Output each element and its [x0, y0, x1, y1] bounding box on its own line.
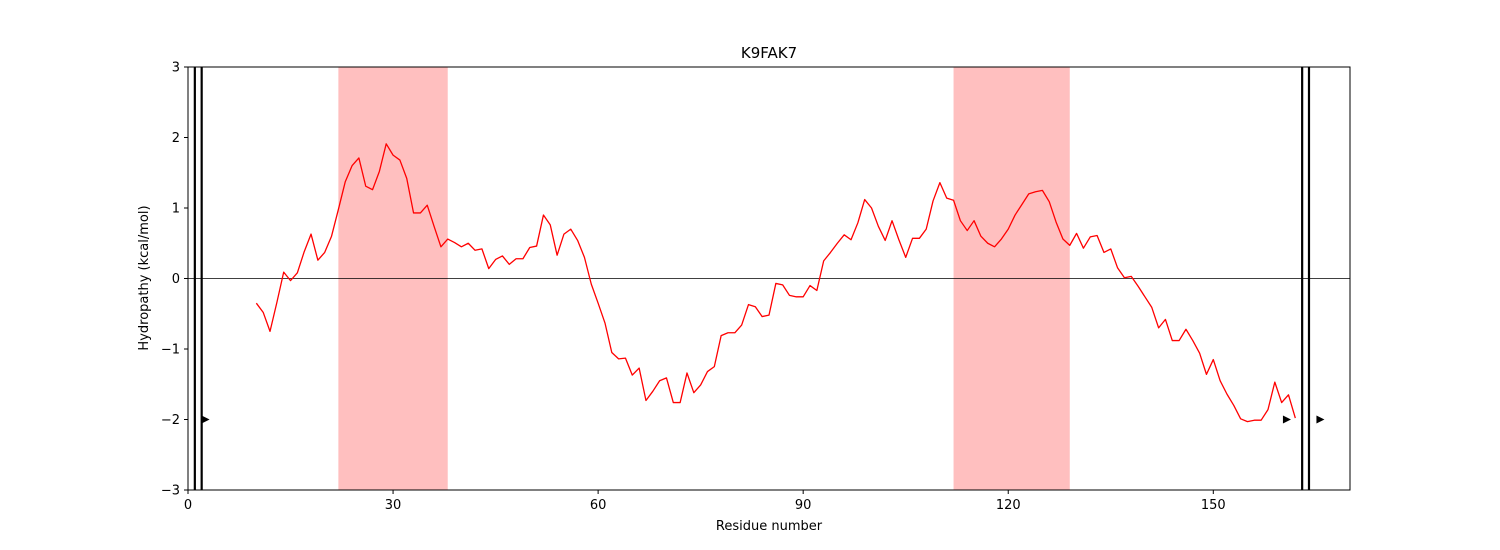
x-tick-label: 120	[996, 498, 1021, 513]
hydropathy-line	[255, 143, 1296, 423]
y-tick-label: 0	[172, 272, 180, 287]
marker-3	[1316, 415, 1325, 424]
x-tick-label: 90	[795, 498, 812, 513]
x-tick-label: 150	[1201, 498, 1226, 513]
y-tick-label: −2	[161, 413, 180, 428]
x-axis-ticks: 0 30 60 90 120 150	[184, 490, 1226, 513]
y-tick-label: 1	[172, 202, 180, 217]
x-tick-label: 30	[385, 498, 402, 513]
y-axis-ticks: −3 −2 −1 0 1 2 3	[161, 61, 188, 499]
y-axis-label: Hydropathy (kcal/mol)	[137, 205, 152, 350]
marker-1	[201, 415, 210, 424]
x-tick-label: 60	[590, 498, 607, 513]
y-tick-label: 3	[172, 61, 180, 76]
y-tick-label: 2	[172, 131, 180, 146]
markers	[201, 415, 1325, 424]
y-tick-label: −3	[161, 484, 180, 499]
x-tick-label: 0	[184, 498, 192, 513]
marker-2	[1282, 415, 1291, 424]
chart-title: K9FAK7	[741, 44, 797, 62]
x-axis-label: Residue number	[716, 519, 823, 534]
y-tick-label: −1	[161, 343, 180, 358]
